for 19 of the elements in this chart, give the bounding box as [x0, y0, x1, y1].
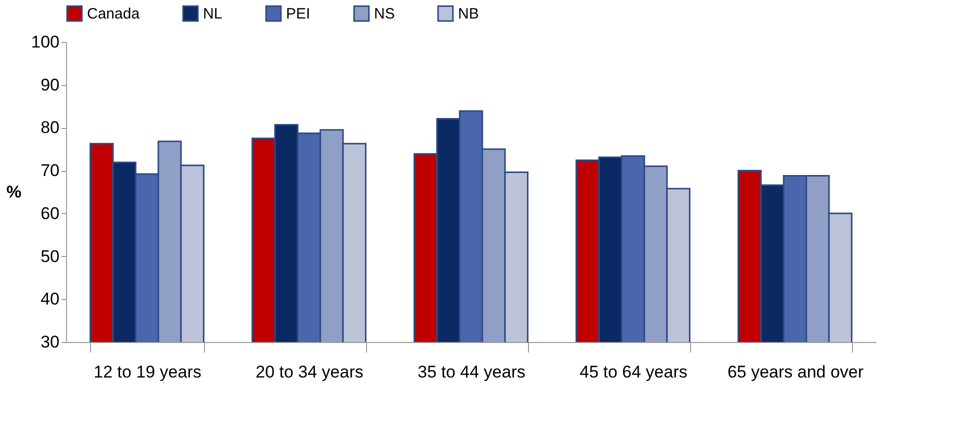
legend-label: NB	[458, 6, 479, 23]
x-tick-label: 45 to 64 years	[580, 362, 688, 382]
legend-label: NL	[203, 6, 222, 23]
x-tick-label: 35 to 44 years	[418, 362, 526, 382]
legend-label: Canada	[87, 6, 140, 23]
y-tick-label: 80	[40, 118, 60, 138]
y-tick-label: 40	[40, 290, 60, 309]
y-tick-label: 50	[40, 246, 60, 266]
y-tick-label: 70	[40, 161, 60, 180]
y-axis-title: %	[6, 182, 22, 202]
legend-label: NS	[374, 6, 395, 23]
y-tick-label: 90	[40, 75, 60, 94]
x-tick-label: 65 years and over	[727, 362, 864, 382]
legend-label: PEI	[286, 6, 310, 23]
y-tick-label: 30	[40, 332, 60, 352]
x-tick-label: 12 to 19 years	[94, 362, 202, 382]
y-tick-label: 100	[31, 32, 60, 52]
y-tick-label: 60	[40, 204, 60, 223]
x-tick-label: 20 to 34 years	[256, 362, 364, 382]
